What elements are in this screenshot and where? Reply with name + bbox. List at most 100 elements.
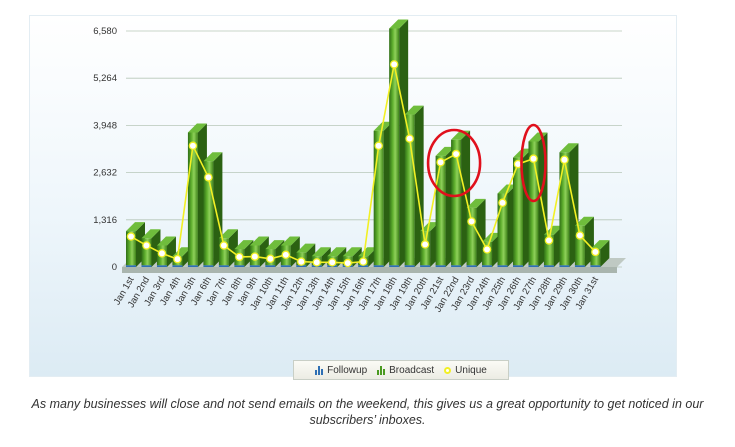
followup-bar[interactable] xyxy=(249,265,260,267)
y-tick-label: 6,580 xyxy=(93,26,117,37)
broadcast-bar-top xyxy=(234,240,254,250)
broadcast-bar[interactable] xyxy=(435,155,446,266)
followup-bar[interactable] xyxy=(513,265,523,267)
unique-point[interactable] xyxy=(436,158,445,167)
followup-bar[interactable] xyxy=(482,265,493,267)
unique-point[interactable] xyxy=(405,134,414,143)
broadcast-bar[interactable] xyxy=(451,139,462,266)
legend-label-followup: Followup xyxy=(327,364,368,376)
followup-bar[interactable] xyxy=(156,265,167,267)
unique-legend-icon xyxy=(444,366,452,374)
unique-point[interactable] xyxy=(250,252,260,261)
unique-point[interactable] xyxy=(188,141,198,151)
broadcast-bar-top xyxy=(327,247,347,257)
followup-bar[interactable] xyxy=(528,265,539,267)
broadcast-bar[interactable] xyxy=(373,130,384,266)
followup-bar[interactable] xyxy=(218,265,229,267)
chart-legend: Followup Broadcast Unique xyxy=(293,360,509,380)
followup-bar[interactable] xyxy=(141,265,152,267)
broadcast-bar[interactable] xyxy=(466,207,477,266)
broadcast-bar-top xyxy=(218,229,238,239)
legend-item-unique[interactable]: Unique xyxy=(444,365,487,376)
bar-group[interactable] xyxy=(404,105,424,267)
broadcast-bar[interactable] xyxy=(141,238,152,266)
unique-point[interactable] xyxy=(498,198,507,208)
unique-point[interactable] xyxy=(451,149,461,159)
unique-point[interactable] xyxy=(281,250,291,260)
unique-point[interactable] xyxy=(327,258,337,267)
broadcast-bar-top xyxy=(342,247,362,257)
bar-group[interactable] xyxy=(590,240,610,267)
followup-bar[interactable] xyxy=(543,265,554,267)
broadcast-bar[interactable] xyxy=(574,225,585,266)
followup-bar[interactable] xyxy=(389,265,400,267)
broadcast-bar[interactable] xyxy=(404,114,415,266)
broadcast-bar-top xyxy=(280,236,300,246)
unique-point[interactable] xyxy=(204,173,213,182)
unique-point[interactable] xyxy=(591,247,600,257)
followup-bar[interactable] xyxy=(373,265,384,267)
followup-bar[interactable] xyxy=(559,265,570,267)
unique-point[interactable] xyxy=(389,60,399,69)
legend-item-broadcast[interactable]: Broadcast xyxy=(377,365,434,376)
legend-item-followup[interactable]: Followup xyxy=(315,365,367,376)
followup-bar[interactable] xyxy=(172,265,183,267)
unique-point[interactable] xyxy=(219,241,229,250)
unique-point[interactable] xyxy=(560,155,569,165)
broadcast-bar[interactable] xyxy=(497,193,508,266)
unique-point[interactable] xyxy=(529,154,538,163)
followup-bar[interactable] xyxy=(234,265,245,267)
followup-bar[interactable] xyxy=(466,265,477,267)
unique-point[interactable] xyxy=(358,257,368,266)
followup-bar[interactable] xyxy=(187,265,198,267)
broadcast-bar-top xyxy=(420,222,440,232)
followup-bar[interactable] xyxy=(435,265,446,267)
broadcast-bar-top xyxy=(126,222,145,232)
followup-bar[interactable] xyxy=(126,265,136,267)
unique-point[interactable] xyxy=(297,257,306,266)
unique-point[interactable] xyxy=(420,240,430,249)
unique-point[interactable] xyxy=(173,254,182,264)
unique-point[interactable] xyxy=(575,231,585,240)
broadcast-bar[interactable] xyxy=(126,231,136,266)
broadcast-bar[interactable] xyxy=(590,249,601,266)
broadcast-bar-top xyxy=(404,105,424,115)
broadcast-bar[interactable] xyxy=(559,152,570,266)
broadcast-bar-top xyxy=(543,225,563,235)
followup-bar[interactable] xyxy=(420,265,431,267)
followup-bar[interactable] xyxy=(358,265,369,267)
broadcast-bar[interactable] xyxy=(513,157,523,266)
broadcast-bar[interactable] xyxy=(218,238,229,266)
unique-point[interactable] xyxy=(544,236,554,245)
unique-point[interactable] xyxy=(343,258,352,268)
followup-bar[interactable] xyxy=(203,265,214,267)
followup-bar[interactable] xyxy=(497,265,508,267)
broadcast-bar[interactable] xyxy=(203,161,214,266)
broadcast-bar[interactable] xyxy=(543,234,554,266)
followup-bar[interactable] xyxy=(265,265,276,267)
unique-point[interactable] xyxy=(235,252,244,262)
unique-point[interactable] xyxy=(482,245,492,254)
broadcast-bar[interactable] xyxy=(389,28,400,266)
followup-bar[interactable] xyxy=(404,265,415,267)
broadcast-bar-top xyxy=(590,240,610,250)
followup-bar[interactable] xyxy=(574,265,585,267)
unique-point[interactable] xyxy=(374,141,383,151)
followup-bar[interactable] xyxy=(451,265,462,267)
followup-bar[interactable] xyxy=(280,265,291,267)
broadcast-bar-side xyxy=(414,105,424,267)
broadcast-bar[interactable] xyxy=(187,132,198,266)
unique-point[interactable] xyxy=(142,241,151,250)
followup-bar[interactable] xyxy=(590,265,601,267)
followup-bar[interactable] xyxy=(296,265,307,267)
unique-point[interactable] xyxy=(312,258,322,267)
broadcast-legend-icon xyxy=(377,365,386,375)
unique-point[interactable] xyxy=(467,217,476,226)
broadcast-bar-top xyxy=(559,143,579,153)
unique-point[interactable] xyxy=(126,232,136,241)
broadcast-bar[interactable] xyxy=(528,141,539,266)
unique-point[interactable] xyxy=(157,249,167,258)
unique-point[interactable] xyxy=(266,254,275,264)
caption-text: As many businesses will close and not se… xyxy=(31,397,704,427)
